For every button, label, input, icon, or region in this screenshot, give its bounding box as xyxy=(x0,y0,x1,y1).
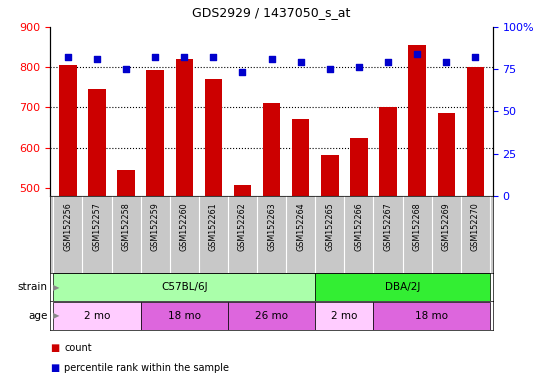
Point xyxy=(209,54,218,60)
Text: GSM152260: GSM152260 xyxy=(180,202,189,251)
Bar xyxy=(204,79,222,196)
Text: ▶: ▶ xyxy=(53,311,60,320)
Point xyxy=(122,66,130,72)
Text: GSM152259: GSM152259 xyxy=(151,202,160,251)
Text: GSM152256: GSM152256 xyxy=(63,202,72,251)
Text: GSM152268: GSM152268 xyxy=(413,202,422,251)
Text: GDS2929 / 1437050_s_at: GDS2929 / 1437050_s_at xyxy=(193,6,351,19)
Point xyxy=(267,56,276,62)
Bar xyxy=(234,185,251,196)
Point xyxy=(296,59,305,65)
Text: ▶: ▶ xyxy=(53,283,60,291)
Text: C57BL/6J: C57BL/6J xyxy=(161,282,208,292)
Point xyxy=(384,59,393,65)
Bar xyxy=(374,302,490,329)
Text: GSM152258: GSM152258 xyxy=(122,202,130,251)
Point xyxy=(180,54,189,60)
Point xyxy=(413,51,422,57)
Bar xyxy=(263,103,281,196)
Bar xyxy=(321,155,339,196)
Text: GSM152257: GSM152257 xyxy=(92,202,101,251)
Point xyxy=(63,54,72,60)
Bar xyxy=(118,170,135,196)
Bar xyxy=(466,67,484,196)
Bar xyxy=(88,89,106,196)
Text: DBA/2J: DBA/2J xyxy=(385,282,420,292)
Text: strain: strain xyxy=(17,282,48,292)
Text: GSM152266: GSM152266 xyxy=(354,202,363,251)
Bar xyxy=(315,302,374,329)
Text: 26 mo: 26 mo xyxy=(255,311,288,321)
Text: 2 mo: 2 mo xyxy=(84,311,110,321)
Text: GSM152262: GSM152262 xyxy=(238,202,247,251)
Point xyxy=(92,56,101,62)
Text: GSM152263: GSM152263 xyxy=(267,202,276,251)
Bar xyxy=(147,70,164,196)
Bar xyxy=(315,273,490,301)
Bar xyxy=(59,65,77,196)
Text: 2 mo: 2 mo xyxy=(331,311,357,321)
Bar xyxy=(350,138,368,196)
Bar xyxy=(53,273,315,301)
Point xyxy=(151,54,160,60)
Text: percentile rank within the sample: percentile rank within the sample xyxy=(64,362,230,373)
Text: age: age xyxy=(28,311,48,321)
Bar xyxy=(141,302,228,329)
Text: GSM152264: GSM152264 xyxy=(296,202,305,251)
Text: ■: ■ xyxy=(50,362,60,373)
Text: GSM152261: GSM152261 xyxy=(209,202,218,251)
Bar xyxy=(53,302,141,329)
Point xyxy=(442,59,451,65)
Text: GSM152270: GSM152270 xyxy=(471,202,480,251)
Bar xyxy=(437,113,455,196)
Text: ■: ■ xyxy=(50,343,60,353)
Bar xyxy=(379,108,396,196)
Text: GSM152269: GSM152269 xyxy=(442,202,451,251)
Text: GSM152267: GSM152267 xyxy=(384,202,393,251)
Point xyxy=(238,70,247,76)
Text: 18 mo: 18 mo xyxy=(415,311,448,321)
Bar xyxy=(228,302,315,329)
Text: count: count xyxy=(64,343,92,353)
Bar xyxy=(408,45,426,196)
Point xyxy=(354,65,363,71)
Bar xyxy=(175,59,193,196)
Text: 18 mo: 18 mo xyxy=(168,311,201,321)
Bar xyxy=(292,119,310,196)
Text: GSM152265: GSM152265 xyxy=(325,202,334,251)
Point xyxy=(325,66,334,72)
Point xyxy=(471,54,480,60)
